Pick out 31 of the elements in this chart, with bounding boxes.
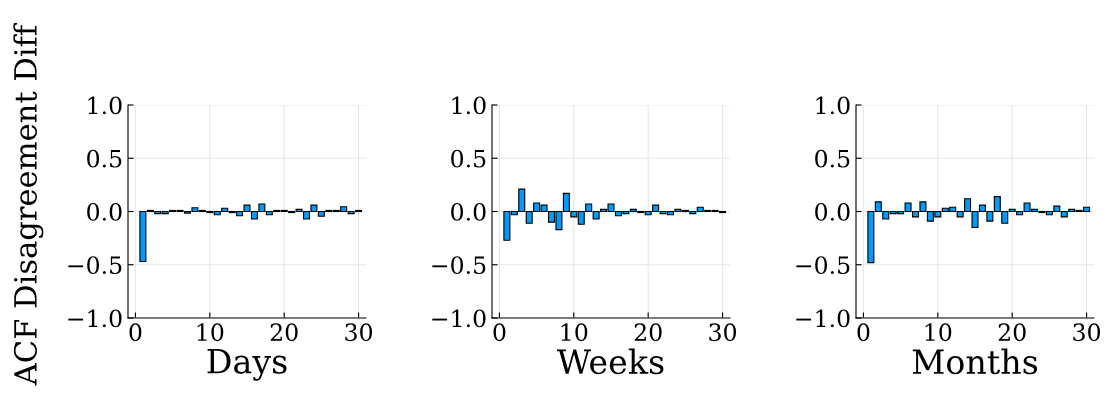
y-tick-label: 0.5 [87, 149, 122, 168]
x-tick-label: 0 [129, 323, 142, 342]
y-tick-label: −0.5 [796, 256, 850, 275]
x-axis-title: Months [912, 348, 1038, 375]
y-tick-label: −0.5 [68, 256, 122, 275]
x-tick-label: 20 [998, 323, 1026, 342]
x-tick-label: 30 [345, 323, 373, 342]
y-tick-label: 1.0 [452, 96, 486, 115]
x-tick-label: 20 [270, 323, 298, 342]
x-tick-label: 30 [1073, 323, 1101, 342]
y-tick-label: −1.0 [432, 309, 486, 328]
x-tick-label: 0 [493, 323, 506, 342]
y-tick-label: 0.0 [451, 202, 486, 221]
y-tick-label: 0.5 [451, 149, 486, 168]
x-tick-label: 20 [634, 323, 662, 342]
x-tick-label: 10 [197, 323, 224, 342]
x-axis-title: Days [207, 349, 287, 381]
x-tick-label: 0 [857, 323, 870, 342]
x-tick-label: 10 [925, 323, 952, 342]
x-axis-title: Weeks [557, 348, 664, 375]
x-tick-label: 30 [709, 323, 737, 342]
y-tick-label: −0.5 [432, 256, 486, 275]
y-axis-title: ACF Disagreement Diff [13, 22, 44, 386]
y-tick-label: −1.0 [796, 309, 850, 328]
y-tick-label: 0.5 [815, 149, 850, 168]
y-tick-label: 1.0 [816, 96, 850, 115]
y-tick-label: −1.0 [68, 309, 122, 328]
y-tick-label: 1.0 [88, 96, 122, 115]
y-tick-label: 0.0 [815, 202, 850, 221]
x-tick-label: 10 [561, 323, 588, 342]
y-tick-label: 0.0 [87, 202, 122, 221]
